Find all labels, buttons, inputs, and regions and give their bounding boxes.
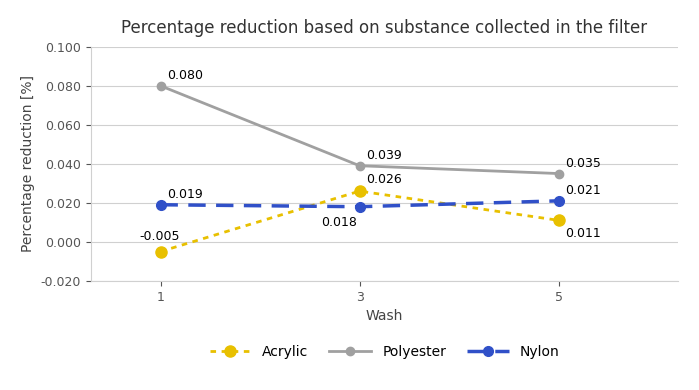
Nylon — [157, 202, 165, 207]
Text: 0.018: 0.018 — [321, 216, 356, 229]
Line: Acrylic: Acrylic — [155, 186, 564, 257]
Text: 0.021: 0.021 — [565, 184, 601, 197]
Polyester — [157, 83, 165, 88]
Text: -0.005: -0.005 — [140, 230, 180, 243]
Acrylic — [157, 249, 165, 254]
Text: 0.026: 0.026 — [366, 173, 402, 186]
Nylon — [554, 199, 563, 203]
Title: Percentage reduction based on substance collected in the filter: Percentage reduction based on substance … — [122, 19, 647, 37]
Text: 0.035: 0.035 — [565, 157, 601, 170]
Text: 0.039: 0.039 — [366, 149, 402, 162]
Y-axis label: Percentage reduction [%]: Percentage reduction [%] — [21, 75, 35, 252]
X-axis label: Wash: Wash — [366, 309, 403, 323]
Line: Polyester: Polyester — [157, 82, 563, 178]
Legend: Acrylic, Polyester, Nylon: Acrylic, Polyester, Nylon — [204, 339, 565, 364]
Acrylic — [554, 218, 563, 223]
Polyester — [355, 163, 363, 168]
Text: 0.011: 0.011 — [565, 227, 601, 240]
Text: 0.080: 0.080 — [168, 69, 203, 82]
Nylon — [355, 204, 363, 209]
Text: 0.019: 0.019 — [168, 188, 203, 201]
Acrylic — [355, 189, 363, 193]
Polyester — [554, 171, 563, 176]
Line: Nylon: Nylon — [156, 196, 563, 211]
